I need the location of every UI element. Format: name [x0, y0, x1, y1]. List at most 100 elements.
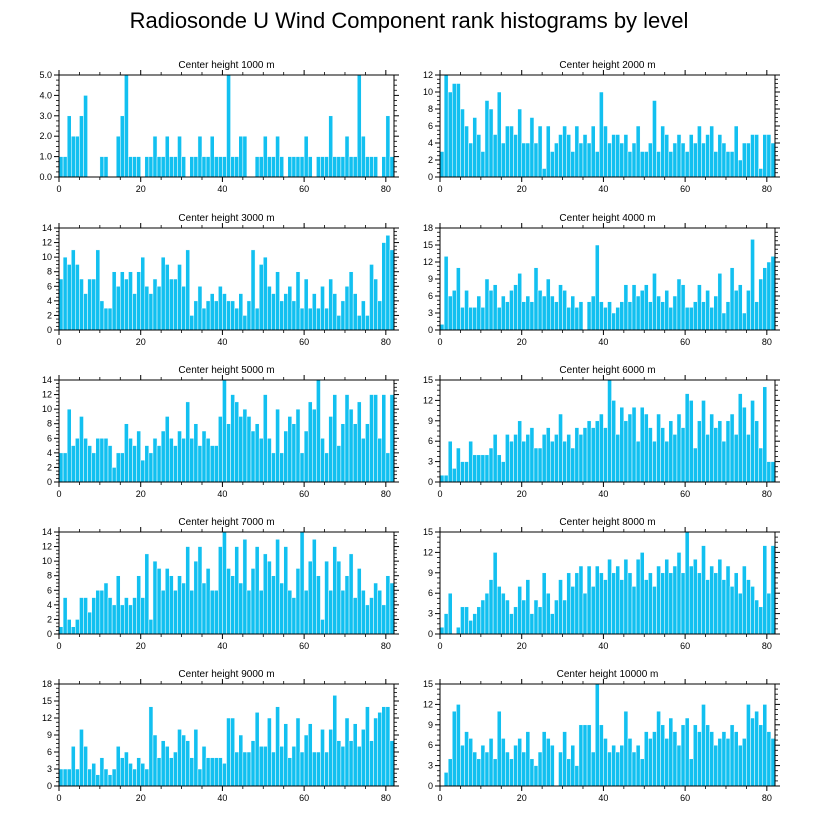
- bar: [279, 746, 284, 787]
- bar: [725, 738, 731, 787]
- bar: [324, 307, 329, 331]
- bar: [234, 307, 240, 331]
- bar: [299, 156, 305, 178]
- bar: [177, 264, 182, 331]
- bar: [742, 312, 747, 331]
- x-tick-label: 0: [56, 793, 61, 803]
- bar: [169, 278, 174, 331]
- bar: [205, 438, 211, 483]
- bar: [169, 156, 174, 178]
- bar: [271, 452, 276, 483]
- bar: [713, 151, 719, 178]
- bar: [222, 293, 227, 331]
- y-tick-label: 5.0: [39, 70, 52, 80]
- bar: [545, 125, 551, 178]
- bar: [550, 440, 555, 483]
- bar: [737, 592, 743, 635]
- bar: [267, 286, 272, 331]
- bar: [75, 135, 80, 178]
- bar: [709, 307, 714, 331]
- y-tick-label: 1.0: [39, 152, 52, 162]
- bar: [586, 301, 592, 331]
- bar: [705, 290, 710, 331]
- bar: [505, 301, 510, 331]
- bar: [762, 267, 768, 331]
- bar: [729, 586, 735, 635]
- page-title: Radiosonde U Wind Component rank histogr…: [129, 8, 689, 33]
- y-tick-label: 8: [47, 571, 52, 581]
- bar: [344, 575, 350, 635]
- y-tick-label: 2: [47, 462, 52, 472]
- y-tick-label: 6: [47, 433, 52, 443]
- x-tick-label: 40: [217, 489, 227, 499]
- bar: [635, 744, 641, 787]
- bar: [352, 156, 358, 178]
- bar: [344, 135, 350, 178]
- bar: [307, 307, 313, 331]
- x-tick-label: 20: [517, 793, 527, 803]
- bar: [115, 286, 121, 331]
- y-tick-label: 15: [42, 696, 52, 706]
- bar: [226, 300, 231, 331]
- bar: [185, 401, 190, 483]
- bar: [603, 579, 608, 635]
- bar: [447, 440, 453, 483]
- bar: [275, 539, 280, 635]
- bar: [148, 293, 154, 331]
- x-tick-label: 20: [136, 489, 146, 499]
- bar: [164, 416, 170, 483]
- bar: [213, 300, 219, 331]
- bar: [762, 545, 768, 635]
- bar: [258, 264, 264, 331]
- bar: [58, 278, 64, 331]
- bar: [279, 582, 284, 635]
- bar: [709, 413, 714, 483]
- bar: [615, 434, 621, 483]
- bar: [209, 590, 215, 635]
- bar: [124, 74, 129, 178]
- bar: [578, 142, 584, 178]
- bar: [476, 758, 482, 787]
- bar: [295, 568, 301, 635]
- bar: [590, 295, 596, 331]
- bar: [328, 729, 333, 787]
- bar: [607, 379, 612, 483]
- bar: [279, 300, 284, 331]
- bar: [562, 731, 567, 787]
- x-tick-label: 20: [517, 489, 527, 499]
- bar: [648, 572, 653, 635]
- bar: [701, 301, 706, 331]
- bar: [770, 545, 776, 635]
- bar: [509, 613, 514, 635]
- bar: [79, 416, 84, 483]
- bar: [62, 768, 68, 787]
- bar: [505, 434, 510, 483]
- bar: [136, 430, 141, 483]
- bar: [373, 582, 378, 635]
- chart-panel-6: Center height 6000 m 0 3 6 9 12 15 0 20 40 60 80: [423, 365, 780, 499]
- bar: [586, 565, 592, 635]
- bar: [668, 572, 674, 635]
- bar: [521, 440, 527, 483]
- y-tick-label: 3: [428, 308, 433, 318]
- bar: [115, 135, 121, 178]
- bar: [279, 452, 284, 483]
- x-tick-label: 80: [381, 641, 391, 651]
- bar: [250, 249, 256, 331]
- bar: [644, 731, 649, 787]
- bar: [639, 290, 645, 331]
- bar: [525, 142, 531, 178]
- bar: [713, 744, 719, 787]
- bar: [660, 724, 665, 787]
- bar: [169, 757, 174, 787]
- bar: [652, 100, 657, 178]
- bar: [447, 91, 453, 178]
- bar: [169, 575, 174, 635]
- bar: [684, 151, 690, 178]
- bar: [107, 445, 113, 483]
- bar: [758, 606, 763, 635]
- bar: [193, 156, 199, 178]
- chart-panel-4: Center height 4000 m 0 3 6 9 12 15 18 0 20 40 60 80: [423, 213, 780, 347]
- bar: [456, 626, 461, 635]
- bar: [533, 142, 539, 178]
